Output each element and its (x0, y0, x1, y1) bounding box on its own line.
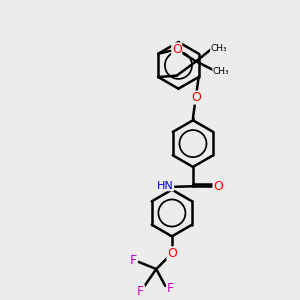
Text: F: F (137, 285, 144, 298)
Text: O: O (167, 247, 177, 260)
Text: O: O (191, 91, 201, 104)
Text: F: F (130, 254, 137, 267)
Text: O: O (213, 180, 223, 193)
Text: CH₃: CH₃ (213, 67, 230, 76)
Text: CH₃: CH₃ (211, 44, 227, 52)
Text: O: O (172, 43, 182, 56)
Text: F: F (167, 282, 174, 295)
Text: HN: HN (157, 181, 174, 191)
